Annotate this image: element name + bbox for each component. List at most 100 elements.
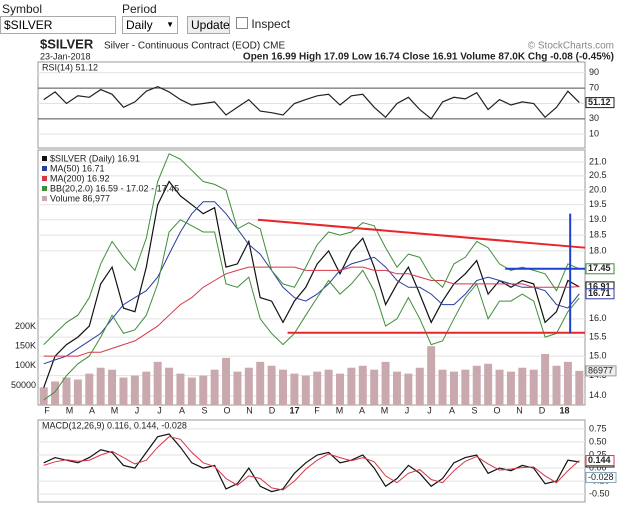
x-tick-label: O [223,405,230,415]
y-tick-label: 18.5 [589,229,607,239]
x-tick-label: M [381,405,389,415]
value-label: 51.12 [588,97,611,107]
x-tick-label: M [111,405,119,415]
y-tick-label: 10 [589,129,599,139]
header-date: 23-Jan-2018 [40,51,91,61]
x-tick-label: 18 [559,405,569,415]
value-box [585,288,615,300]
volume-bar [210,369,219,405]
y-tick-label: 15.0 [589,350,607,360]
volume-bar [415,367,424,405]
x-tick-label: J [157,405,162,415]
volume-tick-label: 200K [15,321,36,331]
inspect-label: Inspect [251,17,291,31]
x-tick-label: M [336,405,344,415]
y-tick-label: 0.25 [589,449,607,459]
volume-bar [96,367,105,405]
volume-bar [256,361,265,405]
x-tick-label: O [493,405,500,415]
x-tick-label: M [66,405,74,415]
x-tick-label: A [89,405,95,415]
x-tick-label: J [427,405,432,415]
legend-label: MA(200) 16.92 [50,173,110,183]
volume-bar [495,369,504,405]
volume-bar [51,381,60,405]
x-tick-label: S [471,405,477,415]
volume-bar [518,367,527,405]
symbol-label: Symbol [2,2,43,16]
symbol-input[interactable]: $SILVER [0,16,116,34]
value-box [585,472,617,484]
y-tick-label: 18.0 [589,245,607,255]
volume-bar [336,373,344,405]
volume-bar [130,375,139,405]
panel-frame [37,61,586,149]
volume-bar [222,357,231,405]
volume-bar [244,367,253,405]
series-line [43,433,580,493]
volume-bar [62,377,71,405]
y-tick-label: 19.0 [589,214,607,224]
volume-bar [449,371,458,405]
trendline [257,218,586,249]
legend-swatch [42,156,47,161]
value-label: 86977 [588,365,613,375]
period-select[interactable]: Daily ▼ [122,16,178,34]
update-button[interactable]: Update [187,16,230,34]
legend-swatch [42,166,47,171]
legend-label: BB(20,2.0) 16.59 - 17.02 - 17.45 [50,183,179,193]
panel-title: MACD(12,26,9) 0.116, 0.144, -0.028 [42,420,187,430]
volume-bar [472,365,481,405]
volume-bar [461,369,470,405]
series-line [43,266,580,357]
x-tick-label: J [405,405,410,415]
series-line [43,436,580,491]
x-tick-label: N [516,405,523,415]
volume-bar [85,373,94,405]
y-tick-label: 20.0 [589,184,607,194]
volume-bar [301,375,310,405]
volume-bar [267,365,276,405]
legend-swatch [42,176,47,181]
volume-bar [438,369,447,405]
x-tick-label: D [269,405,276,415]
y-tick-label: -0.50 [589,489,610,499]
x-tick-label: A [179,405,185,415]
volume-bar [119,377,128,405]
volume-tick-label: 50000 [11,380,36,390]
x-tick-label: N [246,405,253,415]
panel-frame [37,419,586,503]
volume-bar [506,371,515,405]
x-tick-label: J [135,405,140,415]
legend-swatch [42,186,47,191]
volume-bar [233,371,242,405]
volume-bar [324,369,333,405]
y-tick-label: 0.50 [589,436,607,446]
period-label: Period [122,2,157,16]
volume-bar [142,371,151,405]
volume-bar [529,369,538,405]
x-tick-label: S [201,405,207,415]
volume-bar [563,361,572,405]
volume-bar [199,375,208,405]
x-tick-label: F [314,405,320,415]
value-label: 16.71 [588,288,611,298]
volume-bar [381,361,390,405]
y-tick-label: 90 [589,67,599,77]
volume-bar [404,373,413,405]
volume-bar [392,371,401,405]
header-symbol: $SILVER [40,36,94,51]
inspect-toggle[interactable]: Inspect [236,16,290,32]
checkbox[interactable] [236,17,248,29]
x-tick-label: D [539,405,546,415]
value-label: 0.144 [588,455,611,465]
volume-bar [575,370,584,405]
volume-bar [347,367,356,405]
series-line [43,85,580,120]
x-tick-label: A [449,405,455,415]
volume-bar [541,354,550,405]
volume-bar [552,365,561,405]
chart: $SILVER Silver - Continuous Contract (EO… [11,36,617,503]
y-tick-label: 16.0 [589,313,607,323]
